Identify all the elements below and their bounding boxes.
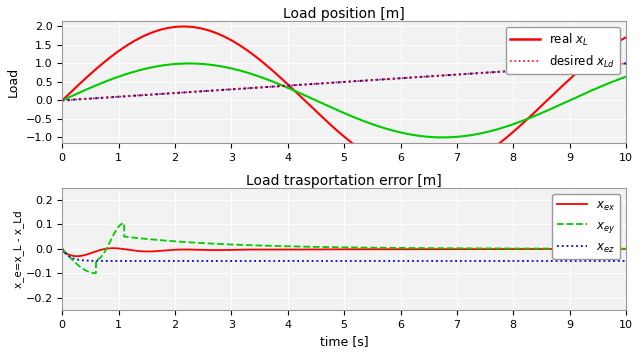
Legend: real $x_L$, desired $x_{Ld}$: real $x_L$, desired $x_{Ld}$ [506, 27, 620, 75]
Y-axis label: Load: Load [7, 67, 20, 97]
X-axis label: time [s]: time [s] [320, 335, 369, 348]
Legend: $x_{ex}$, $x_{ey}$, $x_{ez}$: $x_{ex}$, $x_{ey}$, $x_{ez}$ [552, 194, 620, 259]
Y-axis label: x_e=x_L - x_Ld: x_e=x_L - x_Ld [13, 210, 24, 288]
Title: Load position [m]: Load position [m] [284, 7, 405, 21]
Title: Load trasportation error [m]: Load trasportation error [m] [246, 174, 442, 188]
